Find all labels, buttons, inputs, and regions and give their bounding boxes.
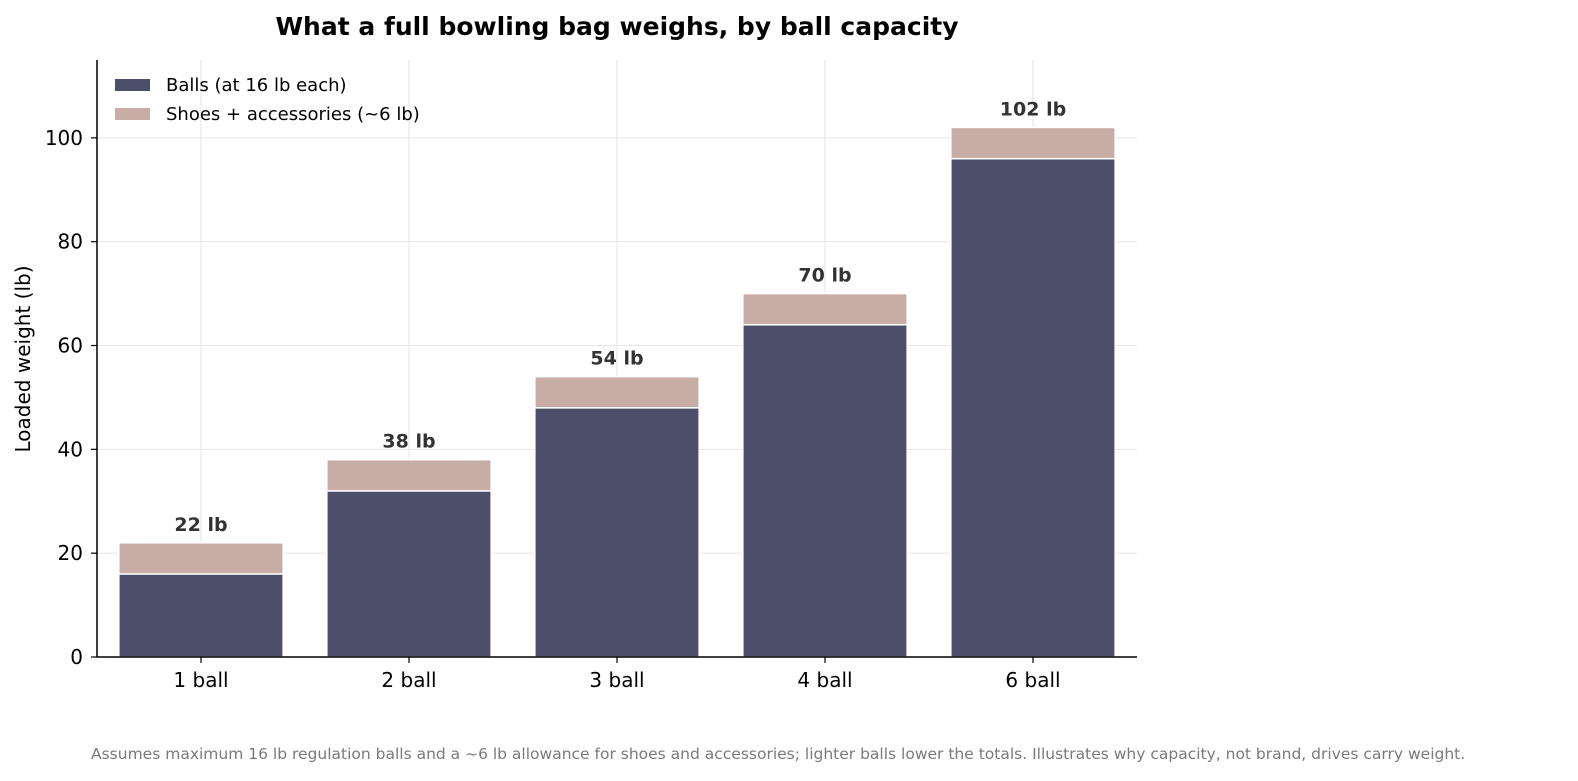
legend: Balls (at 16 lb each) Shoes + accessories… [115, 75, 420, 125]
x-tick-label: 3 ball [589, 668, 644, 692]
y-tick-label: 20 [58, 541, 83, 565]
x-tick-label: 2 ball [381, 668, 436, 692]
bar-segment-accessories [326, 458, 492, 492]
footnote: Assumes maximum 16 lb regulation balls a… [91, 745, 1466, 763]
bar-segment-accessories [742, 292, 908, 326]
bar-segment-balls [534, 407, 700, 658]
bar-total-label: 22 lb [174, 514, 227, 536]
bar-segment-balls [742, 324, 908, 658]
legend-label: Balls (at 16 lb each) [166, 75, 347, 96]
bar-total-label: 102 lb [1000, 98, 1066, 120]
axes: 0 20 40 60 80 100 1 ball 2 ball 3 ball 4 ball 6 ba… [45, 60, 1137, 692]
bar-segment-accessories [950, 126, 1116, 160]
y-tick-label: 60 [58, 334, 83, 358]
x-tick-label: 6 ball [1005, 668, 1060, 692]
bar-segment-balls [950, 157, 1116, 658]
x-tick-label: 1 ball [173, 668, 228, 692]
bar-total-label: 54 lb [590, 348, 643, 370]
legend-label: Shoes + accessories (~6 lb) [166, 104, 420, 125]
bar-segment-balls [118, 573, 284, 658]
legend-swatch [115, 108, 150, 120]
bar-total-label: 38 lb [382, 431, 435, 453]
bar-segment-balls [326, 490, 492, 658]
y-tick-label: 40 [58, 437, 83, 461]
bar-segment-accessories [118, 542, 284, 575]
bars: 22 lb 38 lb 54 lb 70 lb 102 lb [118, 98, 1116, 658]
y-tick-label: 0 [70, 645, 83, 669]
y-axis-label: Loaded weight (lb) [11, 266, 35, 453]
y-tick-label: 80 [58, 230, 83, 254]
y-tick-label: 100 [45, 126, 83, 150]
chart-title: What a full bowling bag weighs, by ball … [275, 12, 958, 41]
legend-swatch [115, 79, 150, 91]
x-tick-label: 4 ball [797, 668, 852, 692]
bar-segment-accessories [534, 375, 700, 409]
bar-total-label: 70 lb [798, 265, 851, 287]
